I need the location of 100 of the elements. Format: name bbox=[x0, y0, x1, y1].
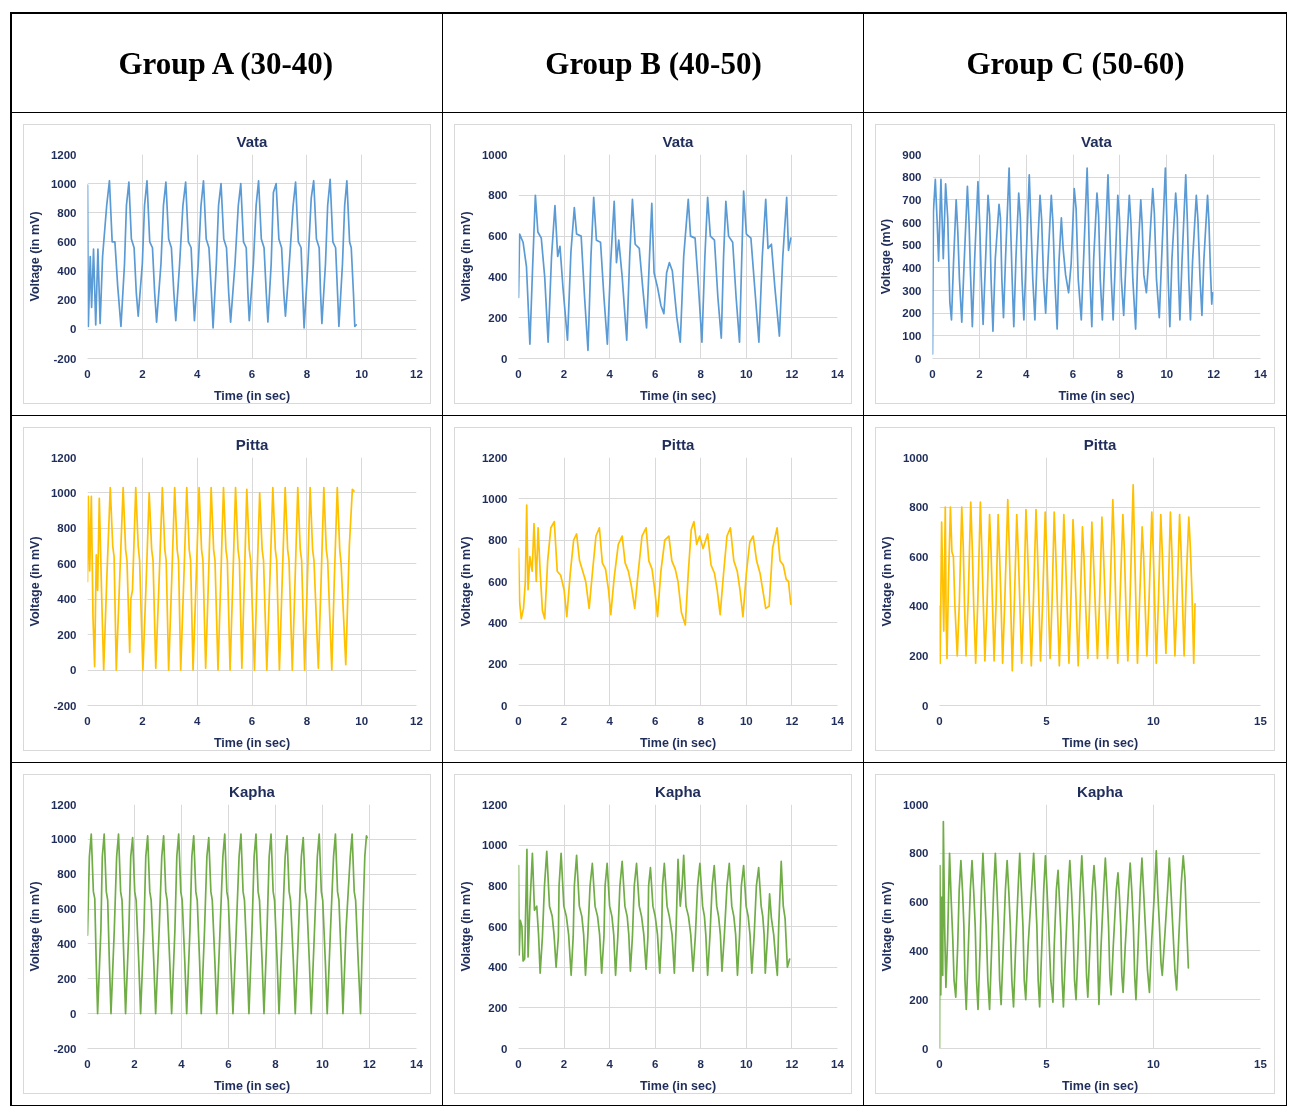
chart-title: Kapha bbox=[229, 782, 276, 800]
x-tick-label: 4 bbox=[193, 367, 201, 380]
x-tick-label: 12 bbox=[410, 714, 423, 727]
y-tick-label: 400 bbox=[488, 616, 508, 629]
chart-title: Vata bbox=[662, 132, 695, 150]
y-tick-label: 0 bbox=[915, 352, 922, 365]
x-tick-label: 6 bbox=[652, 367, 659, 380]
y-tick-label: 800 bbox=[488, 879, 508, 892]
y-tick-label: 800 bbox=[909, 501, 929, 514]
x-tick-label: 2 bbox=[139, 367, 146, 380]
x-axis-title: Time (in sec) bbox=[639, 388, 717, 403]
x-tick-label: 12 bbox=[363, 1057, 376, 1070]
y-tick-label: 800 bbox=[57, 522, 77, 535]
y-tick-label: 200 bbox=[57, 628, 77, 641]
y-tick-label: -200 bbox=[53, 699, 77, 712]
x-tick-label: 12 bbox=[785, 1057, 799, 1070]
x-tick-label: 15 bbox=[1254, 714, 1268, 727]
text: Group A (30-40) bbox=[118, 46, 334, 81]
y-tick-label: 600 bbox=[488, 920, 508, 933]
y-tick-label: 600 bbox=[57, 903, 77, 916]
x-tick-label: 0 bbox=[84, 367, 91, 380]
y-tick-label: 1000 bbox=[50, 177, 77, 190]
x-tick-label: 0 bbox=[84, 1057, 91, 1070]
y-tick-label: 400 bbox=[909, 944, 929, 957]
x-tick-label: 0 bbox=[84, 714, 91, 727]
y-tick-label: 0 bbox=[922, 699, 929, 712]
x-tick-label: 6 bbox=[248, 367, 256, 380]
y-tick-label: 200 bbox=[57, 294, 77, 307]
x-tick-label: 10 bbox=[1147, 714, 1160, 727]
x-tick-label: 0 bbox=[515, 1057, 522, 1070]
line-series bbox=[518, 504, 792, 626]
x-tick-label: 0 bbox=[936, 714, 943, 727]
y-tick-label: 600 bbox=[909, 896, 929, 909]
x-axis-title: Time (in sec) bbox=[639, 1078, 717, 1093]
x-tick-label: 6 bbox=[1069, 367, 1077, 380]
y-tick-label: 700 bbox=[902, 193, 922, 206]
x-tick-label: 10 bbox=[739, 1057, 753, 1070]
y-axis-title: Voltage (in mV) bbox=[879, 536, 894, 627]
y-tick-label: 400 bbox=[488, 270, 508, 283]
x-tick-label: 4 bbox=[1023, 367, 1031, 380]
y-tick-label: 400 bbox=[57, 937, 77, 950]
x-axis-title: Time (in sec) bbox=[1061, 1078, 1139, 1093]
chart-title: Kapha bbox=[1077, 782, 1124, 800]
y-tick-label: 1000 bbox=[902, 798, 929, 811]
y-tick-label: 400 bbox=[909, 600, 929, 613]
x-tick-label: 0 bbox=[515, 367, 522, 380]
x-tick-label: 6 bbox=[652, 1057, 659, 1070]
x-tick-label: 12 bbox=[410, 367, 423, 380]
y-tick-label: 0 bbox=[70, 323, 77, 336]
chart-title: Pitta bbox=[235, 435, 269, 453]
y-tick-label: 200 bbox=[57, 972, 77, 985]
chart-title: Vata bbox=[1081, 132, 1113, 150]
x-axis-title: Time (in sec) bbox=[213, 388, 291, 403]
x-tick-label: 8 bbox=[697, 1057, 705, 1070]
x-tick-label: 6 bbox=[248, 714, 256, 727]
x-tick-label: 5 bbox=[1043, 1057, 1051, 1070]
x-tick-label: 14 bbox=[831, 1057, 845, 1070]
x-tick-label: 10 bbox=[739, 367, 753, 380]
y-tick-label: 1000 bbox=[50, 833, 77, 846]
x-tick-label: 4 bbox=[606, 367, 614, 380]
y-tick-label: 800 bbox=[902, 171, 922, 184]
y-tick-label: -200 bbox=[53, 1042, 77, 1055]
x-tick-label: 12 bbox=[785, 367, 799, 380]
y-tick-label: 1200 bbox=[50, 148, 77, 161]
x-tick-label: 15 bbox=[1254, 1057, 1268, 1070]
y-tick-label: 900 bbox=[902, 148, 922, 161]
x-axis-title: Time (in sec) bbox=[1061, 735, 1139, 750]
chart-title: Pitta bbox=[1083, 435, 1117, 453]
y-tick-label: 200 bbox=[902, 307, 922, 320]
x-tick-label: 12 bbox=[1207, 367, 1221, 380]
x-tick-label: 0 bbox=[936, 1057, 943, 1070]
y-tick-label: 0 bbox=[70, 664, 77, 677]
y-tick-label: 400 bbox=[902, 261, 922, 274]
y-tick-label: 1000 bbox=[481, 839, 508, 852]
x-tick-label: 0 bbox=[515, 714, 522, 727]
y-axis-title: Volatge (in mV) bbox=[458, 881, 473, 972]
chart-title: Vata bbox=[236, 132, 269, 150]
text: Group B (40-50) bbox=[545, 46, 762, 81]
y-axis-title: Voltage (in mV) bbox=[458, 536, 473, 627]
y-tick-label: 1000 bbox=[902, 451, 929, 464]
y-tick-label: 1200 bbox=[50, 798, 77, 811]
y-tick-label: 200 bbox=[909, 649, 929, 662]
x-tick-label: 8 bbox=[303, 714, 311, 727]
line-series bbox=[939, 483, 1196, 672]
y-tick-label: 400 bbox=[488, 961, 508, 974]
line-series bbox=[87, 833, 368, 1015]
y-tick-label: 600 bbox=[909, 550, 929, 563]
y-tick-label: 1200 bbox=[481, 798, 508, 811]
x-tick-label: 10 bbox=[355, 367, 369, 380]
x-tick-label: 10 bbox=[1147, 1057, 1160, 1070]
x-tick-label: 4 bbox=[178, 1057, 186, 1070]
y-tick-label: 200 bbox=[909, 993, 929, 1006]
x-tick-label: 8 bbox=[1116, 367, 1124, 380]
chart-title: Kapha bbox=[655, 782, 702, 800]
x-tick-label: 6 bbox=[225, 1057, 232, 1070]
y-tick-label: 200 bbox=[488, 1001, 508, 1014]
y-tick-label: 1000 bbox=[481, 492, 508, 505]
y-tick-label: 800 bbox=[909, 847, 929, 860]
x-tick-label: 2 bbox=[560, 367, 568, 380]
y-tick-label: 600 bbox=[57, 235, 77, 248]
